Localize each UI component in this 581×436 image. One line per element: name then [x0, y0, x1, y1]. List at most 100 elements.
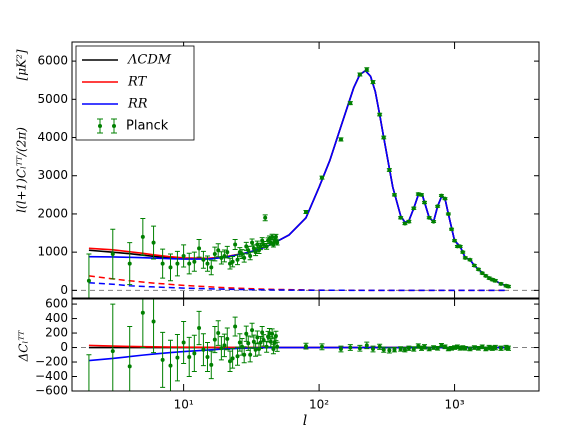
data-point [493, 345, 498, 350]
data-point [233, 242, 238, 247]
data-point [212, 252, 217, 257]
data-point [237, 340, 242, 345]
data-point [242, 255, 247, 260]
data-point [398, 346, 403, 351]
data-point [449, 227, 454, 232]
y-tick-label: 4000 [37, 130, 68, 144]
data-point [168, 265, 173, 270]
data-point [435, 204, 440, 209]
data-point [175, 355, 180, 360]
y-tick-label: 3000 [37, 168, 68, 182]
x-tick-label: 10² [309, 398, 329, 412]
data-point [168, 363, 173, 368]
plot-area [72, 67, 539, 298]
legend-label: ΛCDM [127, 53, 172, 68]
data-point [235, 257, 240, 262]
data-point [498, 346, 503, 351]
data-point [431, 345, 436, 350]
data-point [493, 278, 498, 283]
data-point [160, 357, 165, 362]
data-point [431, 219, 436, 224]
data-point [230, 356, 235, 361]
data-point [228, 359, 233, 364]
data-point [443, 196, 448, 201]
data-point [381, 135, 386, 140]
data-point [209, 265, 214, 270]
data-point [233, 324, 238, 329]
data-point [187, 261, 192, 266]
data-point [422, 200, 427, 205]
data-point [140, 310, 145, 315]
error-bar [86, 354, 92, 391]
data-point [151, 319, 156, 324]
data-point [348, 345, 353, 350]
y-tick-label: 600 [45, 297, 68, 311]
data-point [181, 253, 186, 258]
data-point [472, 263, 477, 268]
data-point [303, 210, 308, 215]
data-point [246, 341, 251, 346]
data-point [348, 101, 353, 106]
y-axis-label: l(l+1)Cₗᵀᵀ/(2π) [15, 127, 29, 213]
data-point [398, 215, 403, 220]
data-point [201, 347, 206, 352]
data-point [468, 346, 473, 351]
data-point [160, 261, 165, 266]
data-point [230, 259, 235, 264]
data-point [216, 248, 221, 253]
data-point [205, 261, 210, 266]
data-point [387, 348, 392, 353]
data-point [468, 257, 473, 262]
data-point [127, 261, 132, 266]
data-point [110, 252, 115, 257]
data-point [416, 192, 421, 197]
y-tick-label: −200 [35, 355, 68, 369]
data-point [371, 80, 376, 85]
data-point [264, 344, 269, 349]
legend-label: RT [127, 75, 148, 90]
data-point [248, 253, 253, 258]
y-tick-label: 5000 [37, 92, 68, 106]
data-point [258, 340, 263, 345]
x-axis-label: l [303, 413, 307, 429]
data-point [248, 352, 253, 357]
data-point [480, 344, 485, 349]
data-point [435, 346, 440, 351]
data-point [338, 346, 343, 351]
x-tick-label: 10³ [445, 398, 465, 412]
data-point [490, 277, 495, 282]
legend-swatch [112, 124, 116, 128]
data-point [357, 72, 362, 77]
y-tick-label: 1000 [37, 245, 68, 259]
data-point [377, 344, 382, 349]
data-point [406, 346, 411, 351]
data-point [205, 354, 210, 359]
data-point [275, 240, 280, 245]
data-point [246, 248, 251, 253]
data-point [264, 244, 269, 249]
data-point [439, 343, 444, 348]
legend-box [75, 45, 195, 141]
data-point [452, 238, 457, 243]
y-tick-label: −400 [35, 369, 68, 383]
y-tick-label: −600 [35, 384, 68, 398]
legend-swatch [98, 124, 102, 128]
data-point [197, 246, 202, 251]
y-axis-label: ΔCₗᵀᵀ [17, 330, 31, 363]
dashed-curve [88, 281, 509, 292]
data-point [140, 234, 145, 239]
data-point [476, 267, 481, 272]
data-point [216, 331, 221, 336]
legend-label: Planck [126, 119, 169, 134]
data-point [175, 261, 180, 266]
data-point [235, 354, 240, 359]
data-point [273, 234, 278, 239]
data-point [212, 337, 217, 342]
axes-frame [71, 298, 540, 392]
data-point [242, 352, 247, 357]
data-point [222, 343, 227, 348]
data-point [402, 347, 407, 352]
data-point [338, 137, 343, 142]
data-point [427, 346, 432, 351]
